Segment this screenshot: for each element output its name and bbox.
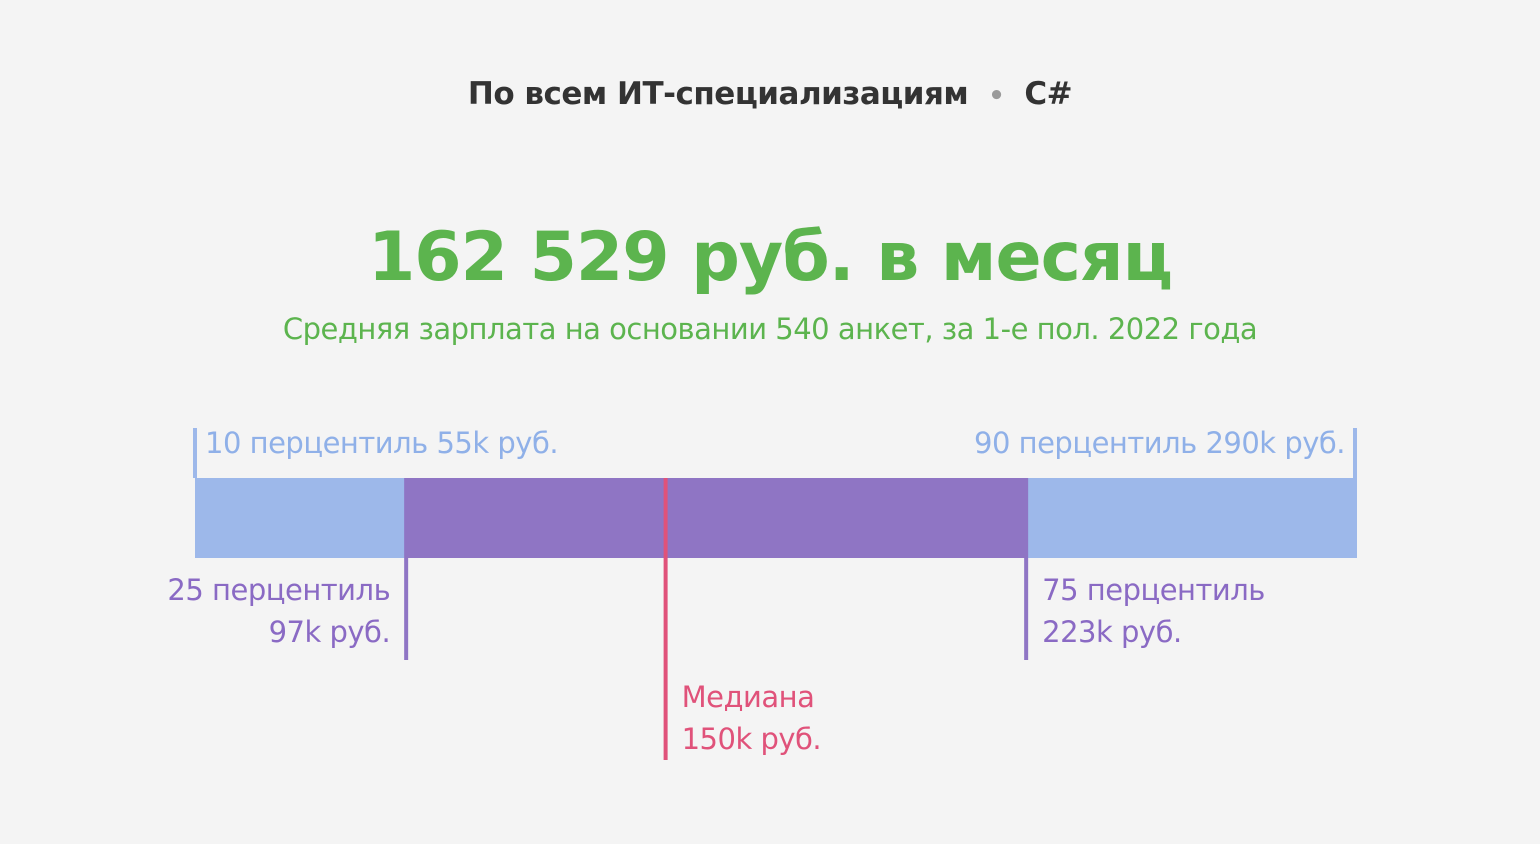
breadcrumb-language: C# (1024, 76, 1073, 112)
p75-label-title: 75 перцентиль (1042, 573, 1265, 607)
inner-range-bar (404, 478, 1029, 558)
median-label-value: 150k руб. (681, 722, 822, 756)
breadcrumb-category: По всем ИТ-специализациям (467, 76, 969, 112)
p10-label: 10 перцентиль 55k руб. (205, 422, 559, 464)
p25-label-title: 25 перцентиль (167, 573, 391, 607)
p25-label: 25 перцентиль 97k руб. (167, 569, 390, 653)
p25-label-value: 97k руб. (268, 615, 391, 649)
breadcrumb-separator: • (988, 81, 1005, 111)
median-label: Медиана 150k руб. (682, 676, 822, 760)
p10-label-text: 10 перцентиль 55k руб. (205, 426, 559, 460)
breadcrumb: По всем ИТ-специализациям • C# (0, 76, 1540, 112)
p75-label-value: 223k руб. (1042, 615, 1182, 649)
p90-label: 90 перцентиль 290k руб. (974, 422, 1346, 464)
p90-label-text: 90 перцентиль 290k руб. (974, 426, 1346, 460)
average-salary: 162 529 руб. в месяц (367, 218, 1173, 297)
salary-note: Средняя зарплата на основании 540 анкет,… (282, 312, 1258, 346)
p75-label: 75 перцентиль 223k руб. (1042, 569, 1265, 653)
median-label-title: Медиана (681, 680, 815, 714)
